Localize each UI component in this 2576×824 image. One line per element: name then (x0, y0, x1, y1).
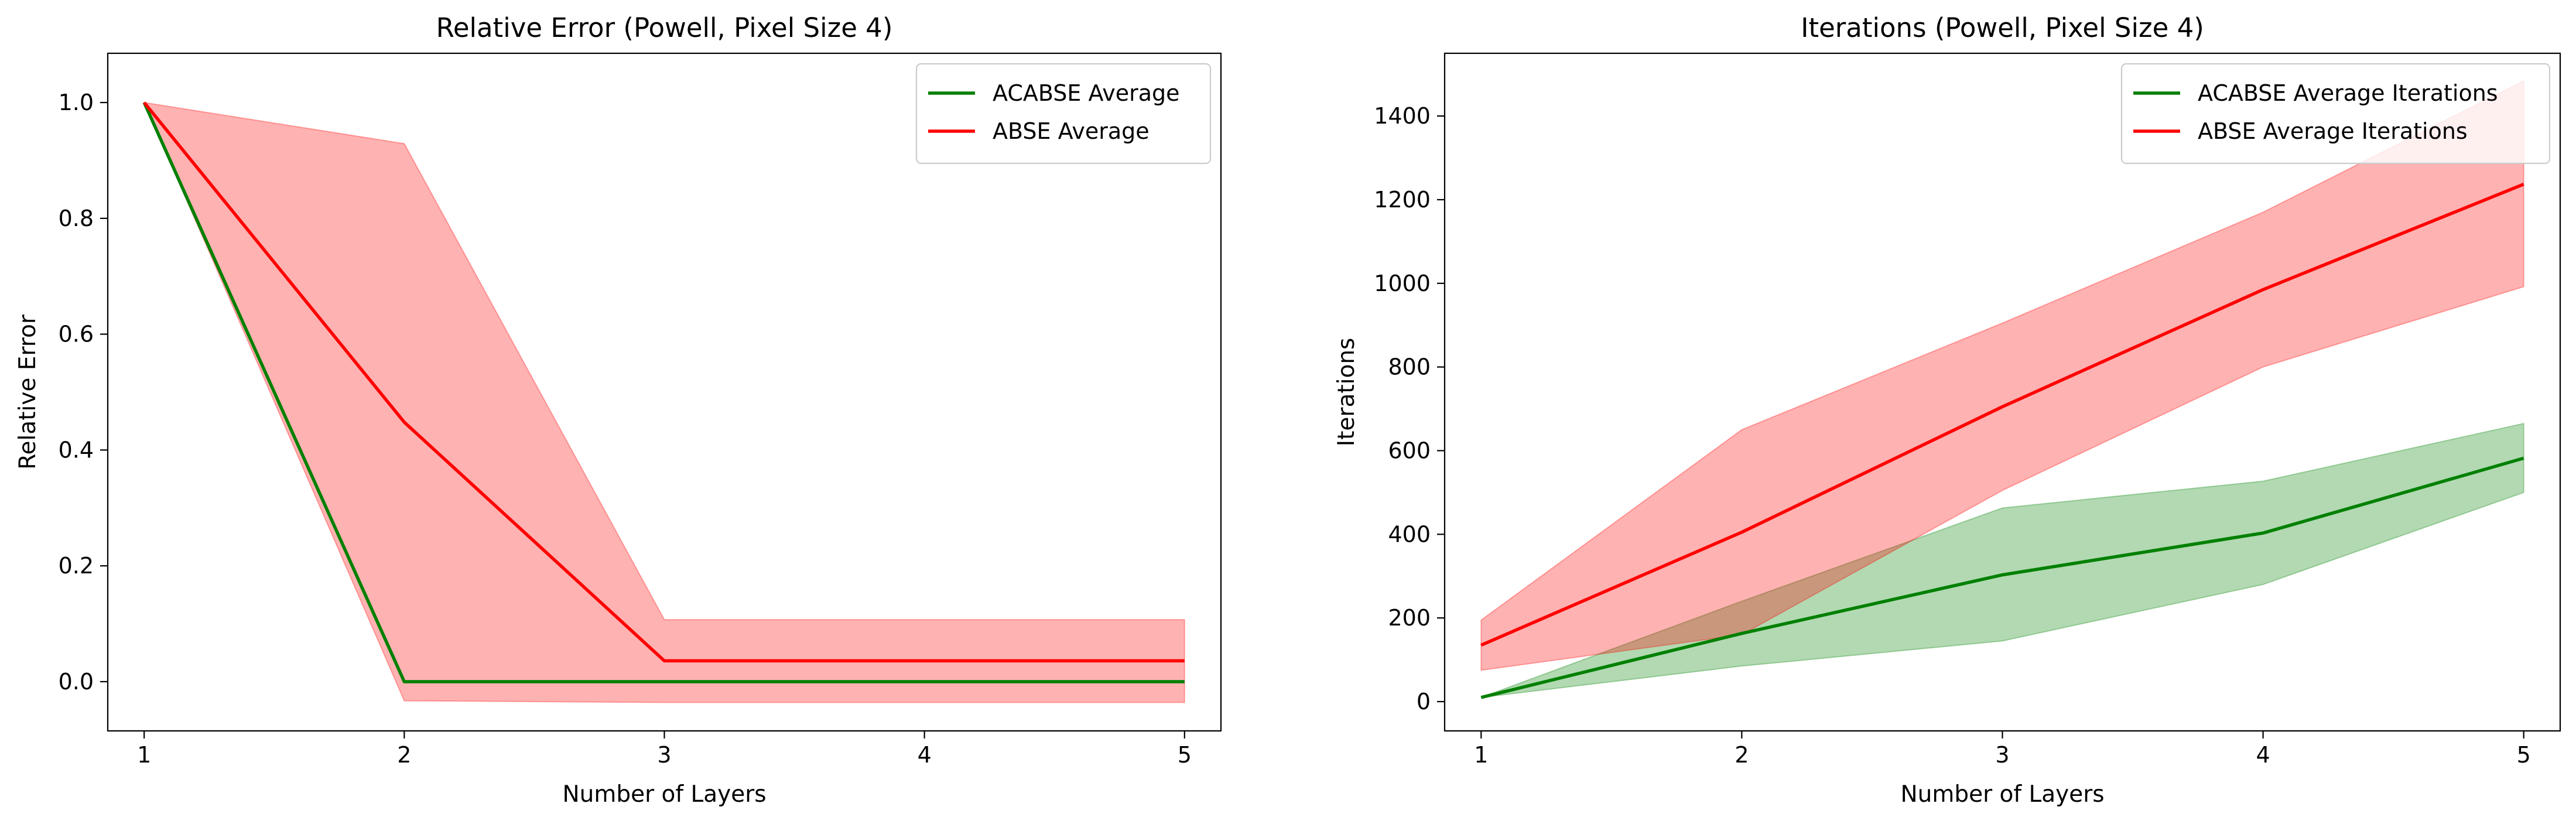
y-tick-label: 0.2 (59, 553, 94, 579)
y-tick-label: 400 (1388, 521, 1431, 547)
y-tick-label: 1400 (1374, 103, 1431, 129)
y-axis-label: Iterations (1333, 338, 1360, 447)
chart-iterations: 1 2 3 4 5 0 200 400 600 800 1000 1200 1400 Iterations… (1333, 12, 2561, 808)
x-tick-label: 4 (2256, 742, 2270, 768)
band-0 (1480, 422, 2524, 698)
chart-relative-error: 1 2 3 4 5 0.0 0.2 0.4 0.6 0.8 1.0 Relative Error (P… (15, 12, 1222, 808)
band-1 (1480, 80, 2524, 671)
y-tick-label: 0 (1417, 689, 1431, 714)
x-axis-label: Number of Layers (562, 781, 766, 808)
x-axis-label: Number of Layers (1900, 781, 2104, 808)
band-1 (143, 101, 1185, 703)
legend-label-1: ABSE Average (993, 118, 1150, 144)
x-tick-label: 5 (2517, 742, 2531, 768)
y-tick-label: 0.6 (59, 322, 94, 347)
y-tick-label: 800 (1388, 354, 1431, 380)
x-tick-label: 4 (918, 742, 932, 768)
y-tick-label: 0.0 (59, 669, 94, 695)
y-tick-label: 600 (1388, 437, 1431, 463)
x-tick-label: 3 (657, 742, 671, 768)
chart-title: Iterations (Powell, Pixel Size 4) (1801, 12, 2204, 43)
x-tick-label: 1 (1474, 742, 1488, 768)
chart-title: Relative Error (Powell, Pixel Size 4) (436, 12, 893, 43)
legend-label-0: ACABSE Average Iterations (2198, 80, 2498, 106)
y-tick-label: 1.0 (59, 90, 94, 115)
y-tick-label: 0.4 (59, 437, 94, 463)
y-tick-label: 200 (1388, 605, 1431, 631)
legend-label-1: ABSE Average Iterations (2198, 118, 2468, 144)
x-tick-label: 3 (1995, 742, 2009, 768)
x-tick-label: 2 (1735, 742, 1749, 768)
x-tick-label: 1 (137, 742, 151, 768)
legend: ACABSE Average ABSE Average (915, 63, 1212, 165)
legend-box (2120, 63, 2551, 165)
y-tick-label: 0.8 (59, 206, 94, 231)
y-tick-label: 1200 (1374, 187, 1431, 213)
x-tick-label: 2 (397, 742, 411, 768)
y-tick-label: 1000 (1374, 271, 1431, 296)
legend: ACABSE Average Iterations ABSE Average It… (2120, 63, 2551, 165)
legend-box (915, 63, 1212, 165)
x-tick-label: 5 (1178, 742, 1192, 768)
y-axis-label: Relative Error (15, 314, 41, 470)
legend-label-0: ACABSE Average (993, 80, 1180, 106)
